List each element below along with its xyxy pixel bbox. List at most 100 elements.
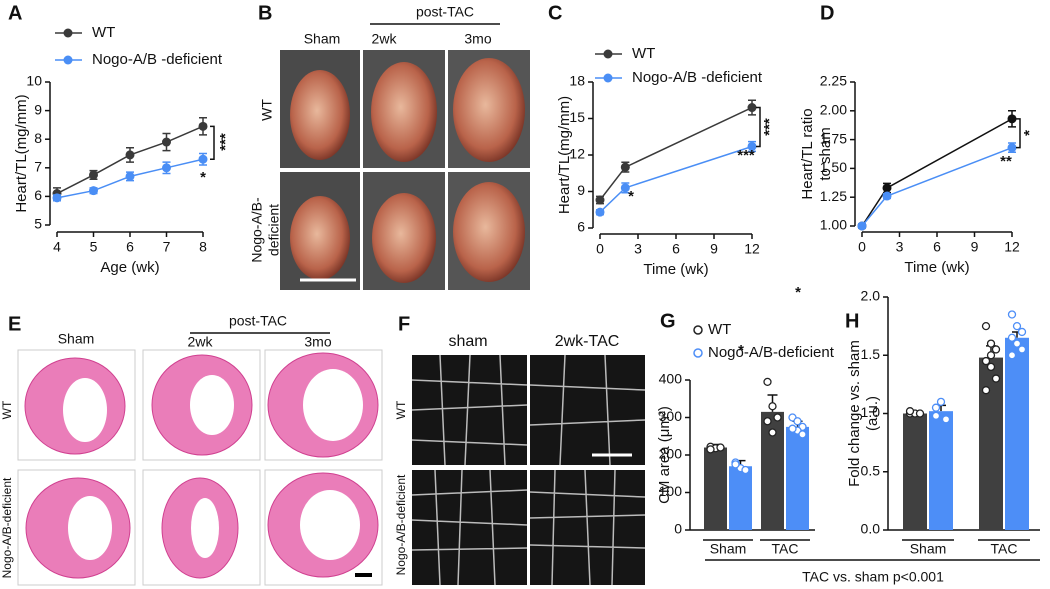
x-tick-label: 5 (90, 239, 98, 255)
data-point (768, 428, 777, 437)
legend-label: WT (92, 24, 115, 41)
x-tick-label: 9 (710, 241, 718, 257)
significance-mark: * (795, 284, 801, 301)
y-tick-label: 1.50 (820, 159, 847, 175)
column-label: 3mo (464, 31, 491, 47)
data-point (763, 417, 772, 426)
series-line (861, 118, 1013, 227)
x-tick-label: 3 (634, 241, 642, 257)
legend-label: Nogo-A/B -deficient (92, 51, 223, 68)
y-axis-label: Heart/TL(mg/mm) (556, 96, 573, 214)
y-tick-label: 15 (569, 109, 585, 125)
x-tick-label: 9 (971, 239, 979, 255)
data-point (1017, 345, 1027, 354)
data-point (915, 409, 925, 418)
x-tick-label: 4 (53, 239, 61, 255)
column-label: Sham (304, 31, 341, 47)
significance-mark: *** (761, 118, 778, 136)
data-point (198, 121, 208, 131)
series-line (599, 145, 753, 213)
panel-letter: A (8, 2, 22, 24)
group-label: post-TAC (416, 4, 474, 20)
significance-bracket (210, 125, 215, 160)
data-point (986, 339, 996, 348)
data-point (905, 407, 915, 416)
data-point (747, 103, 757, 113)
y-axis-label: CM area (μm²) (656, 406, 673, 504)
data-point (986, 351, 996, 360)
column-label: Sham (58, 331, 95, 347)
y-tick-label: 18 (569, 73, 585, 89)
y-tick-label: 1.25 (820, 188, 847, 204)
bar (903, 413, 927, 530)
significance-mark: * (1021, 130, 1038, 136)
data-point (620, 183, 630, 193)
data-point (788, 424, 797, 433)
x-tick-label: 6 (933, 239, 941, 255)
y-axis-label: Fold change vs. sham (846, 340, 863, 487)
data-point (981, 321, 991, 331)
data-point (991, 374, 1001, 383)
legend-marker (603, 49, 613, 59)
panel-e: E Sham post-TAC 2wk 3mo WT Nogo-A/B-defi… (0, 313, 383, 586)
panel-letter: F (398, 313, 410, 335)
data-point (716, 443, 725, 452)
row-label: Nogo-A/B- (249, 197, 265, 263)
y-tick-label: 100 (659, 483, 683, 499)
legend-label: Nogo-A/B -deficient (632, 69, 763, 86)
panel-b: B Sham post-TAC 2wk 3mo WT Nogo-A/B- def… (249, 2, 530, 290)
data-point (162, 163, 171, 173)
footer-note: TAC vs. sham p<0.001 (802, 569, 944, 585)
x-tick-label: 0 (596, 241, 604, 257)
row-label: WT (394, 400, 408, 419)
data-point (706, 445, 715, 454)
data-point (941, 415, 951, 424)
legend-label: WT (708, 321, 731, 338)
data-point (1007, 143, 1017, 153)
data-point (793, 417, 802, 426)
bar (929, 411, 953, 530)
legend-label: WT (632, 45, 655, 62)
data-point (1017, 327, 1027, 337)
legend-marker (603, 73, 613, 83)
data-point (931, 403, 941, 412)
x-axis-label: Time (wk) (904, 259, 969, 276)
y-tick-label: 6 (34, 187, 42, 203)
y-tick-label: 1.0 (861, 404, 881, 420)
data-point (981, 386, 991, 395)
data-point (162, 137, 171, 147)
bar (761, 411, 784, 530)
legend-label: Nogo-A/B-deficient (708, 344, 835, 361)
x-tick-label: 12 (744, 241, 760, 257)
data-point (595, 207, 605, 217)
bar (1005, 337, 1029, 530)
data-point (931, 411, 941, 420)
row-label: deficient (266, 204, 282, 256)
data-point (89, 186, 98, 196)
data-point (882, 183, 892, 193)
y-tick-label: 9 (34, 101, 42, 117)
column-label: 2wk-TAC (555, 333, 620, 350)
column-label: sham (448, 333, 487, 350)
data-point (857, 221, 867, 231)
bar (786, 426, 809, 530)
x-tick-label: 0 (858, 239, 866, 255)
data-point (1007, 333, 1017, 342)
data-point (991, 345, 1001, 354)
panel-letter: G (660, 310, 676, 332)
y-tick-label: 0.5 (861, 462, 881, 478)
significance-bracket (1016, 118, 1021, 149)
y-axis-label: Heart/TL(mg/mm) (13, 94, 30, 212)
column-label: 2wk (188, 334, 214, 350)
column-label: 3mo (304, 334, 331, 350)
histology-grid (17, 349, 383, 586)
data-point (1012, 339, 1022, 348)
row-label: WT (0, 400, 14, 419)
micrograph-grid (411, 354, 646, 586)
data-point (882, 191, 892, 201)
significance-mark: *** (217, 133, 234, 151)
y-tick-label: 300 (659, 408, 683, 424)
data-point (798, 430, 807, 439)
panel-letter: D (820, 2, 834, 24)
